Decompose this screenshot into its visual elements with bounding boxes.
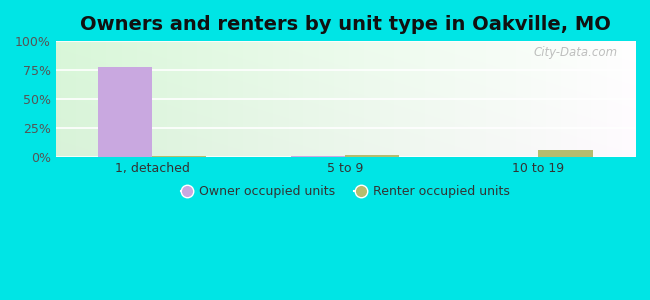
Bar xyxy=(538,150,593,157)
Bar xyxy=(98,67,152,157)
Legend: Owner occupied units, Renter occupied units: Owner occupied units, Renter occupied un… xyxy=(176,180,515,203)
Bar xyxy=(345,155,400,157)
Title: Owners and renters by unit type in Oakville, MO: Owners and renters by unit type in Oakvi… xyxy=(80,15,611,34)
Bar xyxy=(291,156,345,157)
Text: City-Data.com: City-Data.com xyxy=(534,46,618,59)
Bar xyxy=(152,156,206,157)
